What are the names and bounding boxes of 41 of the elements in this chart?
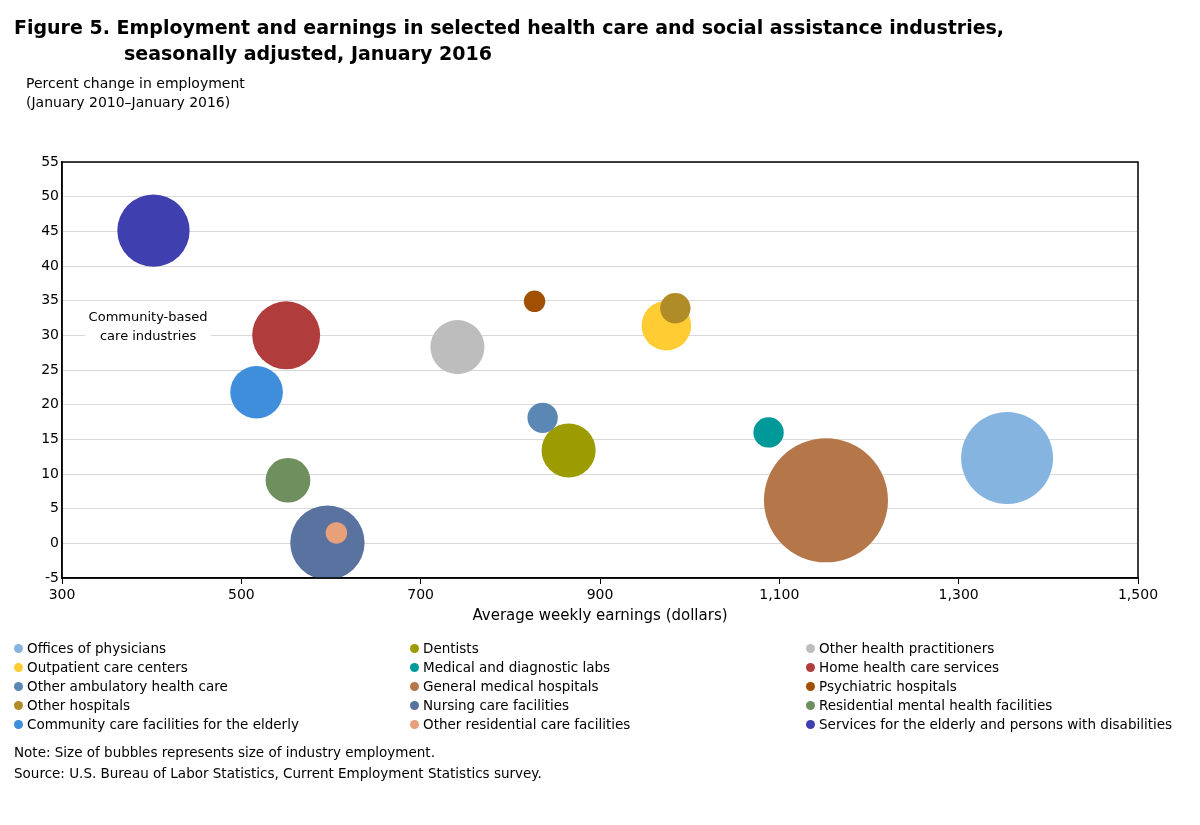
x-tick-label: 1,300 <box>938 586 979 603</box>
y-tick-label: -5 <box>45 568 59 585</box>
legend-label: Psychiatric hospitals <box>819 678 957 694</box>
y-tick-label: 20 <box>41 395 59 412</box>
legend-label: Nursing care facilities <box>423 697 570 713</box>
y-tick-label: 0 <box>50 533 59 550</box>
legend-label: Other ambulatory health care <box>27 678 228 694</box>
legend-label: Services for the elderly and persons with disabilities <box>819 716 1173 732</box>
y-tick-label: 45 <box>41 221 59 238</box>
x-tick-label: 1,500 <box>1117 586 1159 603</box>
source-note: Source: U.S. Bureau of Labor Statistics, Current Employment Statistics survey. <box>14 764 543 783</box>
y-tick-label: 40 <box>41 256 59 273</box>
legend-label: Other hospitals <box>27 697 131 713</box>
text: Note: Size of bubbles represents size of industry employment. <box>14 743 436 762</box>
annotation: Community-based care industries <box>88 309 208 344</box>
y-tick-label: 25 <box>41 360 59 377</box>
x-tick-label: 1,100 <box>759 586 800 603</box>
legend-label: Community care facilities for the elderly <box>27 716 299 732</box>
legend-label: Offices of physicians <box>27 640 166 656</box>
y-tick-label: 15 <box>41 429 59 446</box>
y-tick-label: 55 <box>41 152 59 169</box>
x-tick-label: 900 <box>586 586 614 603</box>
y-axis-title: Percent change in employment (January 2010–January 2016) <box>26 74 246 112</box>
legend-label: Home health care services <box>819 659 1000 675</box>
chart-title: Figure 5. Employment and earnings in selected health care and social assistance industries, seasonally adjusted, January 2016 <box>14 15 1006 66</box>
y-tick-label: 5 <box>50 499 59 516</box>
y-tick-label: 10 <box>41 464 59 481</box>
x-tick-label: 700 <box>407 586 435 603</box>
y-tick-label: 35 <box>41 291 59 308</box>
x-tick-label: 500 <box>227 586 255 603</box>
y-tick-label: 30 <box>41 325 59 342</box>
legend-label: Other health practitioners <box>819 640 995 656</box>
y-tick-label: 50 <box>41 187 59 204</box>
x-tick-label: 300 <box>48 586 76 603</box>
legend-label: Medical and diagnostic labs <box>423 659 611 675</box>
legend-label: Other residential care facilities <box>423 716 631 732</box>
legend-label: Outpatient care centers <box>27 659 188 675</box>
legend-label: General medical hospitals <box>423 678 599 694</box>
legend-label: Dentists <box>423 640 479 656</box>
legend-label: Residential mental health facilities <box>819 697 1053 713</box>
x-axis-title: Average weekly earnings (dollars) <box>472 605 728 624</box>
